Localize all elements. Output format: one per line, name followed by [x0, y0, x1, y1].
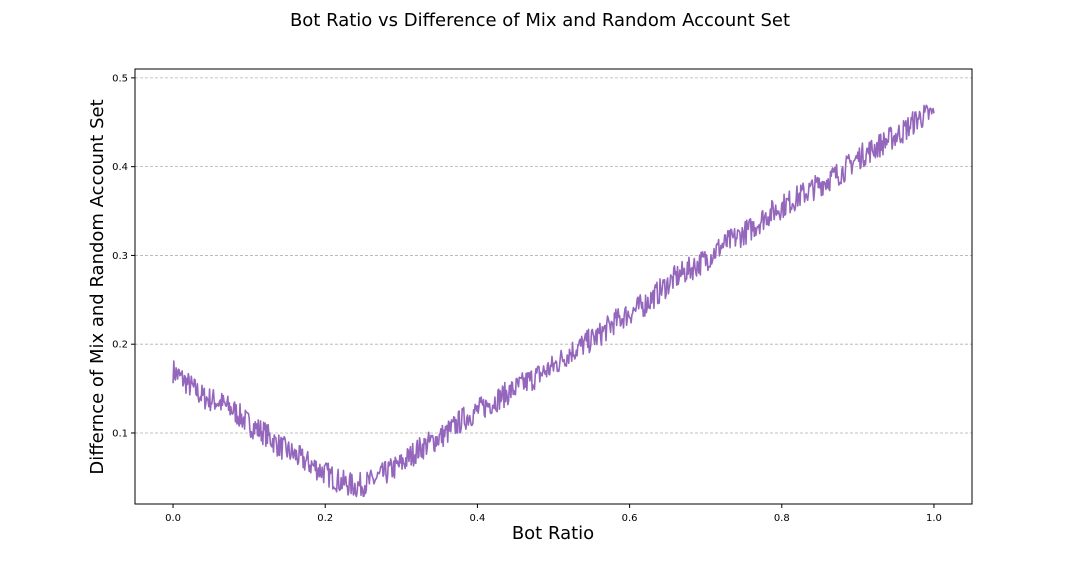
y-tick-label: 0.1	[112, 428, 128, 439]
y-tick-label: 0.3	[112, 251, 128, 262]
series-line	[172, 104, 935, 498]
plot-area-frame	[134, 68, 973, 505]
x-tick-label: 1.0	[926, 513, 942, 524]
x-axis-label: Bot Ratio	[512, 523, 594, 544]
y-gridlines	[135, 77, 972, 434]
y-axis-label: Differnce of Mix and Random Account Set	[87, 99, 108, 474]
x-tick-label: 0.0	[165, 513, 181, 524]
x-tick-label: 0.6	[622, 513, 638, 524]
y-tick-label: 0.2	[112, 340, 128, 351]
x-tick-label: 0.4	[469, 513, 485, 524]
x-tick-label: 0.2	[317, 513, 333, 524]
x-axis-ticks: 0.0 0.2 0.4 0.6 0.8 1.0	[165, 504, 942, 524]
y-axis-ticks: 0.1 0.2 0.3 0.4 0.5	[112, 73, 135, 439]
chart-title: Bot Ratio vs Difference of Mix and Rando…	[290, 10, 790, 31]
x-tick-label: 0.8	[774, 513, 790, 524]
y-tick-label: 0.4	[112, 162, 128, 173]
y-tick-label: 0.5	[112, 73, 128, 84]
